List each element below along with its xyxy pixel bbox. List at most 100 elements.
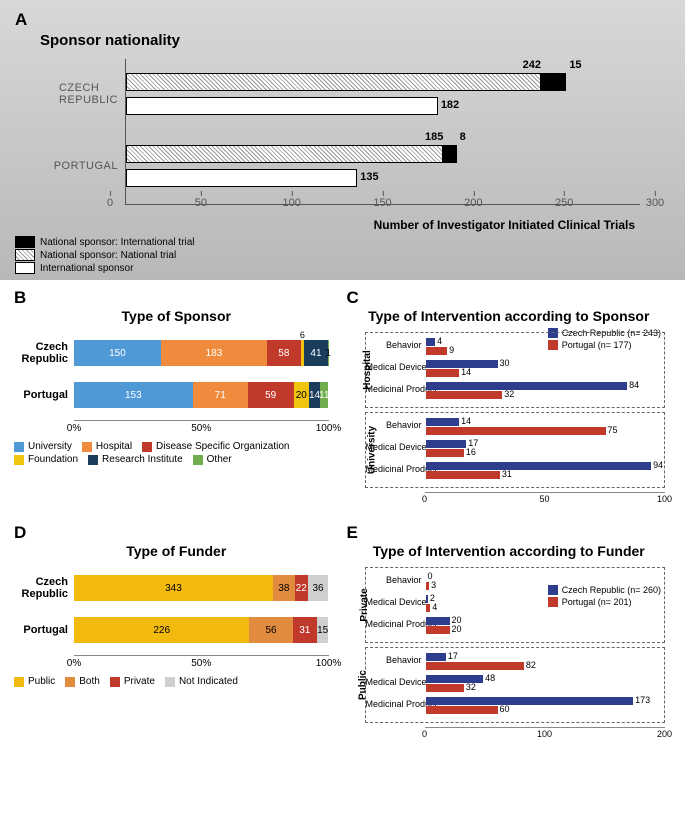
grouped-bar-cz: [426, 382, 628, 390]
chart-a-axis: 050100150200250300: [110, 195, 655, 215]
legend-label: Research Institute: [102, 454, 183, 465]
legend-swatch: [14, 455, 24, 465]
grouped-value: 75: [608, 425, 618, 435]
legend-item: Not Indicated: [165, 676, 238, 687]
grouped-bar-cz: [426, 697, 634, 705]
stacked-segment: 20: [294, 382, 310, 408]
row-bc: B Type of Sponsor Czech Republic15018358…: [0, 280, 685, 515]
stacked-segment: 1: [328, 340, 329, 366]
legend-swatch: [15, 249, 35, 261]
grouped-block: HospitalBehavior49Medical Device3014Medi…: [365, 332, 666, 408]
chart-a-value-label: 135: [360, 171, 378, 183]
legend-swatch: [15, 262, 35, 274]
stacked-segment: 31: [293, 617, 317, 643]
chart-a-group: CZECH REPUBLIC24215182: [126, 67, 640, 121]
grouped-row-label: Medical Device: [366, 597, 422, 607]
grouped-value: 4: [432, 602, 437, 612]
legend-item: University: [14, 441, 72, 452]
grouped-bar-pt: [426, 347, 448, 355]
chart-a-tick: 150: [373, 197, 391, 209]
chart-a-bar-national-trial: [126, 145, 443, 163]
grouped-value: 16: [466, 447, 476, 457]
chart-a-tick: 100: [282, 197, 300, 209]
legend-label: Hospital: [96, 441, 132, 452]
panel-e-label: E: [347, 523, 358, 542]
axis-tick: 100: [537, 729, 552, 739]
grouped-row: Medical Device3014: [426, 359, 661, 379]
grouped-value: 31: [502, 469, 512, 479]
grouped-bar-pt: [426, 369, 460, 377]
grouped-value: 82: [526, 660, 536, 670]
axis-tick: 0%: [67, 423, 81, 434]
legend-label: International sponsor: [40, 263, 133, 274]
legend-item: National sponsor: National trial: [15, 249, 195, 261]
stacked-row: Czech Republic343382236: [74, 575, 329, 601]
stacked-segment: 226: [74, 617, 249, 643]
legend-label: University: [28, 441, 72, 452]
stacked-segment: 343: [74, 575, 273, 601]
panel-e-title: Type of Intervention according to Funder: [347, 543, 672, 559]
chart-a-category-label: PORTUGAL: [54, 160, 118, 172]
stacked-segment: 22: [295, 575, 308, 601]
stacked-row-label: Czech Republic: [13, 341, 68, 365]
legend-label: Other: [207, 454, 232, 465]
stacked-bar: 15018358641 1: [74, 340, 329, 366]
chart-a-group: PORTUGAL1858135: [126, 139, 640, 193]
grouped-bar-cz: [426, 653, 446, 661]
chart-e: Czech Republic (n= 260)Portugal (n= 201)…: [347, 567, 672, 742]
axis-tick: 100%: [316, 423, 342, 434]
legend-item: International sponsor: [15, 262, 195, 274]
chart-a-value-label: 185: [425, 131, 443, 143]
panel-d: D Type of Funder Czech Republic343382236…: [10, 515, 343, 750]
stacked-row: Portugal1537159201411: [74, 382, 329, 408]
grouped-row: Medical Device24: [426, 594, 661, 614]
grouped-bar-pt: [426, 449, 464, 457]
chart-d-legend: PublicBothPrivateNot Indicated: [14, 676, 339, 689]
grouped-row: Medicinal Product17360: [426, 696, 661, 716]
panel-c-title: Type of Intervention according to Sponso…: [347, 308, 672, 324]
grouped-axis: 0100200: [425, 727, 666, 742]
grouped-row-label: Medical Device: [366, 677, 422, 687]
grouped-row: Medicinal Product8432: [426, 381, 661, 401]
grouped-row-label: Medicinal Product: [366, 619, 422, 629]
stacked-segment: 183: [161, 340, 267, 366]
panel-e: E Type of Intervention according to Fund…: [343, 515, 676, 750]
legend-label: Private: [124, 676, 155, 687]
segment-value: 6: [300, 330, 305, 340]
stacked-row: Portugal226563115: [74, 617, 329, 643]
stacked-segment: 56: [249, 617, 292, 643]
legend-label: Foundation: [28, 454, 78, 465]
legend-swatch: [82, 442, 92, 452]
legend-item: Private: [110, 676, 155, 687]
grouped-value: 60: [500, 704, 510, 714]
grouped-row: Behavior49: [426, 337, 661, 357]
chart-a: CZECH REPUBLIC24215182 PORTUGAL1858135: [125, 59, 640, 205]
panel-a-title: Sponsor nationality: [40, 32, 670, 49]
axis-tick: 0%: [67, 658, 81, 669]
stacked-segment: 11: [320, 382, 329, 408]
grouped-block: UniversityBehavior1475Medical Device1716…: [365, 412, 666, 488]
panel-c-label: C: [347, 288, 359, 307]
grouped-row-label: Behavior: [366, 655, 422, 665]
panel-b-title: Type of Sponsor: [14, 308, 339, 324]
grouped-bar-pt: [426, 662, 524, 670]
panel-b: B Type of Sponsor Czech Republic15018358…: [10, 280, 343, 515]
stacked-segment: 41: [304, 340, 328, 366]
grouped-row-label: Medicinal Product: [366, 464, 422, 474]
axis-tick: 50%: [191, 423, 211, 434]
legend-swatch: [110, 677, 120, 687]
grouped-row: Behavior1475: [426, 417, 661, 437]
legend-label: National sponsor: International trial: [40, 237, 195, 248]
stacked-segment: 38: [273, 575, 295, 601]
grouped-value: 94: [653, 460, 663, 470]
legend-item: Hospital: [82, 441, 132, 452]
grouped-row: Behavior1782: [426, 652, 661, 672]
stacked-segment: 15: [317, 617, 329, 643]
grouped-row-label: Behavior: [366, 575, 422, 585]
panel-d-title: Type of Funder: [14, 543, 339, 559]
stacked-bar: 343382236: [74, 575, 329, 601]
grouped-bar-pt: [426, 427, 606, 435]
axis-tick: 50%: [191, 658, 211, 669]
chart-a-tick: 200: [464, 197, 482, 209]
stacked-bar: 1537159201411: [74, 382, 329, 408]
